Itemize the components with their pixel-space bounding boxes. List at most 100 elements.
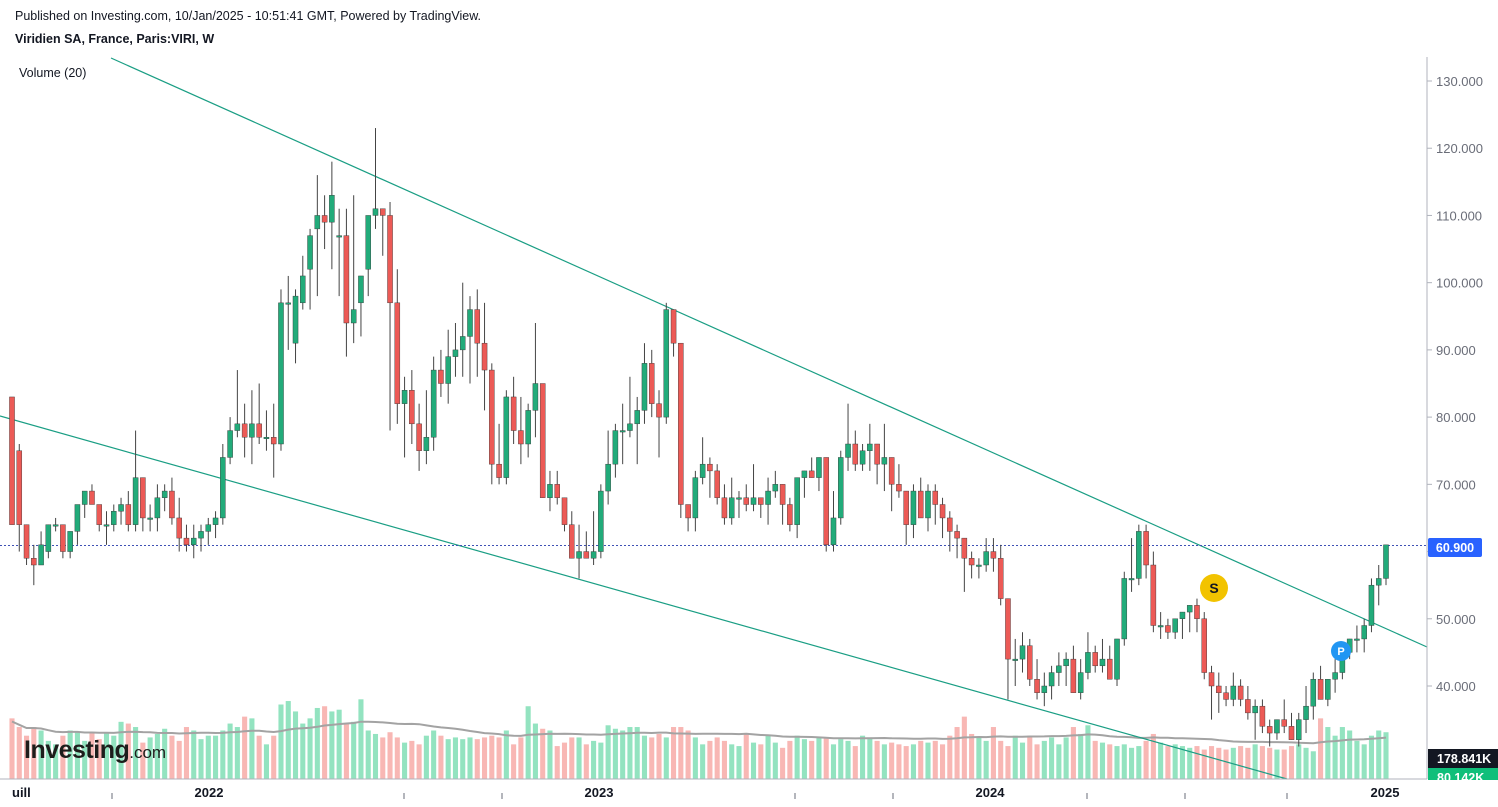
candle [1019, 632, 1026, 673]
candle [307, 228, 313, 310]
candle-body [779, 484, 786, 505]
candle-body [191, 537, 197, 546]
candle [1070, 645, 1077, 693]
candle [1223, 686, 1229, 707]
candle-body [547, 484, 553, 498]
volume-bar [1259, 746, 1265, 779]
volume-bar [765, 735, 771, 779]
candle-body [641, 363, 648, 411]
candle-body [997, 558, 1004, 599]
candle [728, 477, 735, 525]
candle [496, 423, 502, 485]
volume-bar [1361, 744, 1367, 779]
candle-body [598, 490, 604, 552]
time-axis[interactable]: uill 2022 2023 2024 2025 [12, 785, 1399, 800]
pivot-marker[interactable]: P [1331, 641, 1351, 661]
candle-body [932, 490, 939, 505]
candle [212, 511, 219, 539]
volume-bar [678, 727, 684, 779]
candle [1179, 611, 1186, 639]
candle [961, 537, 968, 592]
candle-body [867, 443, 873, 451]
candle [750, 464, 757, 512]
volume-bar [1158, 742, 1164, 779]
candle-body [721, 497, 728, 519]
volume-bar [1194, 746, 1200, 779]
volume-bar [307, 718, 313, 779]
volume-bar [372, 733, 379, 779]
candle [336, 208, 342, 297]
candle [510, 376, 517, 444]
candle [183, 524, 190, 552]
candle [699, 437, 706, 485]
candle-body [649, 363, 655, 404]
volume-bar [205, 735, 211, 779]
candle-body [852, 443, 859, 465]
candle [859, 444, 866, 471]
volume-bar [9, 718, 15, 779]
volume-bar [903, 746, 909, 779]
candle-body [292, 295, 299, 344]
candle [830, 491, 837, 552]
sell-marker-label: S [1209, 580, 1218, 596]
candle [1237, 679, 1244, 707]
volume-bar [852, 746, 858, 779]
volume-bar [496, 737, 502, 779]
candle-body [1056, 665, 1062, 673]
volume-bar [823, 737, 829, 779]
candle [1296, 712, 1302, 747]
volume-bar [234, 727, 240, 779]
logo-wordmark: Investing [24, 736, 130, 764]
volume-bar [1354, 740, 1360, 779]
y-tick-label: 110.000 [1436, 208, 1482, 223]
candle [459, 282, 466, 377]
candle-body [678, 342, 684, 505]
volume-bar [176, 740, 182, 779]
volume-bar [45, 740, 51, 779]
x-tick-label: uill [12, 785, 31, 800]
candle [445, 329, 451, 404]
candle-body [329, 195, 335, 223]
candle-body [285, 302, 291, 305]
candle-body [1107, 658, 1113, 680]
candle [532, 323, 539, 438]
volume-bar [53, 744, 59, 779]
price-axis[interactable]: 130.000 120.000 110.000 100.000 90.000 80.000… [0, 57, 1483, 780]
volume-bar [663, 737, 669, 779]
volume-bar [707, 740, 713, 779]
volume-bar [292, 711, 299, 779]
candle-body [627, 423, 633, 431]
candle-body [307, 235, 313, 270]
candle [721, 484, 728, 525]
candle-body [968, 558, 975, 566]
price-badge-label: 60.900 [1436, 541, 1474, 555]
candle [561, 497, 568, 532]
candle [983, 538, 989, 572]
candle-body [714, 470, 720, 498]
candle-body [343, 235, 350, 324]
candle-body [1237, 685, 1244, 700]
volume-bar [31, 727, 37, 779]
y-tick-label: 40.000 [1436, 679, 1476, 694]
candle-body [656, 403, 662, 418]
candle [1303, 686, 1309, 734]
candle-body [1361, 625, 1367, 640]
volume-bar [838, 739, 844, 779]
price-badge [1428, 538, 1482, 557]
volume-bar [1063, 737, 1069, 779]
candle [845, 403, 851, 471]
candle [1361, 618, 1367, 653]
candle-body [81, 490, 88, 505]
sell-marker[interactable]: S [1200, 574, 1228, 602]
volume-bar [830, 744, 837, 779]
volume-bar [780, 747, 786, 779]
volume-bar [736, 746, 742, 779]
candle [350, 195, 357, 344]
candle [874, 443, 880, 485]
volume-bar [1303, 747, 1309, 779]
candle-body [314, 215, 321, 230]
candle [285, 275, 291, 350]
volume-bar [162, 728, 168, 779]
candle [409, 370, 415, 444]
